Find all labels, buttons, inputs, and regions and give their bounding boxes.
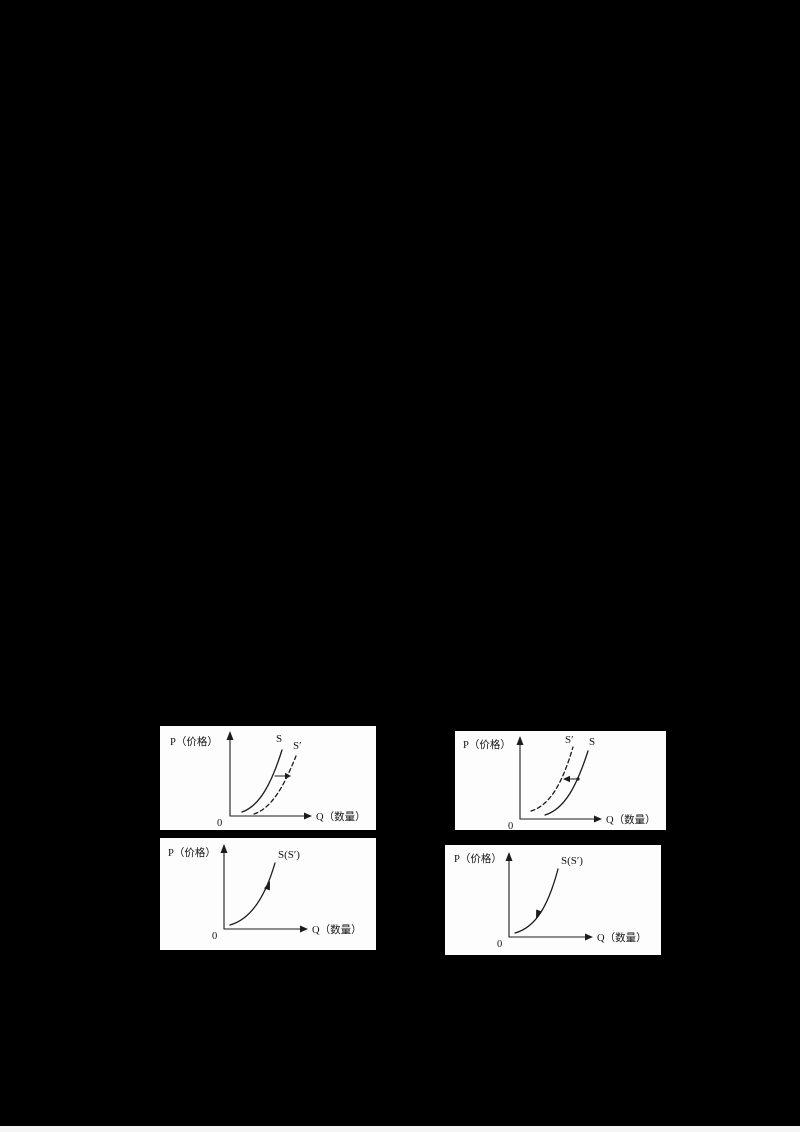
shift-arrowhead [285, 772, 291, 780]
curve-s-prime-label: S′ [565, 734, 574, 746]
diagram-panel-move-down-along-curve: P（价格） Q（数量） 0 S(S′) [445, 845, 661, 955]
q-axis-arrowhead [594, 815, 602, 823]
p-axis-label: P（价格） [168, 846, 216, 859]
curve-s-prime-label: S′ [293, 740, 302, 752]
p-axis-label: P（价格） [454, 852, 502, 865]
supply-curve-s [241, 749, 283, 813]
q-axis-label: Q（数量） [312, 923, 362, 936]
supply-curve [514, 868, 559, 934]
curve-s-label: S [276, 733, 282, 745]
diagram-panel-supply-shift-left: P（价格） Q（数量） 0 S′ S [455, 731, 666, 830]
curve-label: S(S′) [561, 855, 583, 867]
origin-label: 0 [497, 939, 502, 950]
p-axis-label: P（价格） [463, 738, 511, 751]
p-axis-label: P（价格） [170, 735, 218, 748]
move-up-along-curve-chart: P（价格） Q（数量） 0 S(S′) [168, 844, 362, 942]
p-axis-arrowhead [505, 852, 513, 861]
scan-edge-artifact [0, 1126, 800, 1132]
p-axis-arrowhead [226, 731, 234, 740]
supply-curve [229, 862, 276, 926]
q-axis-arrowhead [585, 933, 593, 941]
q-axis-label: Q（数量） [597, 931, 647, 944]
diagram-panel-supply-shift-right: P（价格） Q（数量） 0 S S′ [160, 726, 376, 830]
supply-curve-s-prime [253, 755, 297, 815]
movement-up-arrowhead [264, 881, 270, 891]
curve-label: S(S′) [278, 849, 300, 861]
origin-label: 0 [508, 821, 513, 830]
shift-arrow-origin-dot [576, 777, 580, 781]
curve-s-label: S [589, 736, 595, 748]
supply-shift-right-chart: P（价格） Q（数量） 0 S S′ [170, 731, 366, 829]
shift-arrowhead [563, 775, 570, 783]
supply-shift-left-chart: P（价格） Q（数量） 0 S′ S [463, 734, 656, 830]
move-down-along-curve-chart: P（价格） Q（数量） 0 S(S′) [454, 852, 647, 950]
movement-down-arrowhead [536, 909, 542, 919]
q-axis-label: Q（数量） [606, 813, 656, 826]
p-axis-arrowhead [220, 844, 228, 853]
q-axis-arrowhead [304, 812, 312, 820]
origin-label: 0 [212, 931, 217, 942]
diagram-panel-move-up-along-curve: P（价格） Q（数量） 0 S(S′) [160, 838, 376, 950]
p-axis-arrowhead [516, 736, 524, 745]
q-axis-arrowhead [300, 925, 308, 933]
supply-curve-s [544, 750, 589, 816]
q-axis-label: Q（数量） [316, 810, 366, 823]
origin-label: 0 [217, 818, 222, 829]
